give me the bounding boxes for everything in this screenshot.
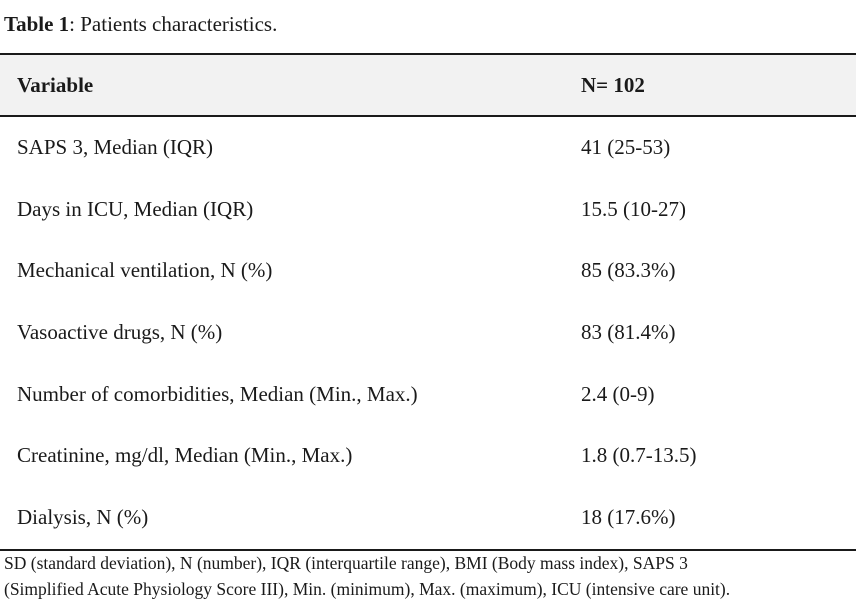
row-value-cell: 85 (83.3%) <box>581 258 676 283</box>
table-row: Dialysis, N (%) 18 (17.6%) <box>0 487 856 549</box>
table-header-row: Variable N= 102 <box>0 55 856 117</box>
table-row: Mechanical ventilation, N (%) 85 (83.3%) <box>0 240 856 302</box>
header-variable: Variable <box>17 73 94 97</box>
row-value-cell: 2.4 (0-9) <box>581 381 655 406</box>
table-row: SAPS 3, Median (IQR) 41 (25-53) <box>0 117 856 179</box>
footnote-line-2: (Simplified Acute Physiology Score III),… <box>4 579 731 599</box>
row-variable-cell: Vasoactive drugs, N (%) <box>17 320 223 345</box>
table-caption-text: : Patients characteristics. <box>69 12 278 36</box>
table-footnote: SD (standard deviation), N (number), IQR… <box>4 550 856 602</box>
row-value-cell: 15.5 (10-27) <box>581 196 686 221</box>
row-variable-cell: SAPS 3, Median (IQR) <box>17 135 214 159</box>
header-n: N= 102 <box>581 73 645 97</box>
row-variable-cell: Creatinine, mg/dl, Median (Min., Max.) <box>17 443 353 468</box>
row-variable-cell: Dialysis, N (%) <box>17 505 149 530</box>
footnote-line-1: SD (standard deviation), N (number), IQR… <box>4 553 688 573</box>
table-caption-label: Table 1 <box>4 12 70 36</box>
table-caption: Table 1: Patients characteristics. <box>4 10 277 38</box>
table-row: Days in ICU, Median (IQR) 15.5 (10-27) <box>0 179 856 241</box>
row-value-cell: 83 (81.4%) <box>581 320 676 345</box>
row-value-cell: 18 (17.6%) <box>581 505 676 530</box>
table-bottom-rule <box>0 548 856 551</box>
table-row: Vasoactive drugs, N (%) 83 (81.4%) <box>0 302 856 364</box>
table-row: Number of comorbidities, Median (Min., M… <box>0 364 856 426</box>
row-variable-cell: Days in ICU, Median (IQR) <box>17 196 254 221</box>
table-row: Creatinine, mg/dl, Median (Min., Max.) 1… <box>0 425 856 487</box>
patients-characteristics-table: Variable N= 102 SAPS 3, Median (IQR) 41 … <box>0 53 856 551</box>
row-value-cell: 1.8 (0.7-13.5) <box>581 443 697 468</box>
row-variable-cell: Number of comorbidities, Median (Min., M… <box>17 381 418 406</box>
row-variable-cell: Mechanical ventilation, N (%) <box>17 258 273 283</box>
row-value-cell: 41 (25-53) <box>581 135 671 159</box>
